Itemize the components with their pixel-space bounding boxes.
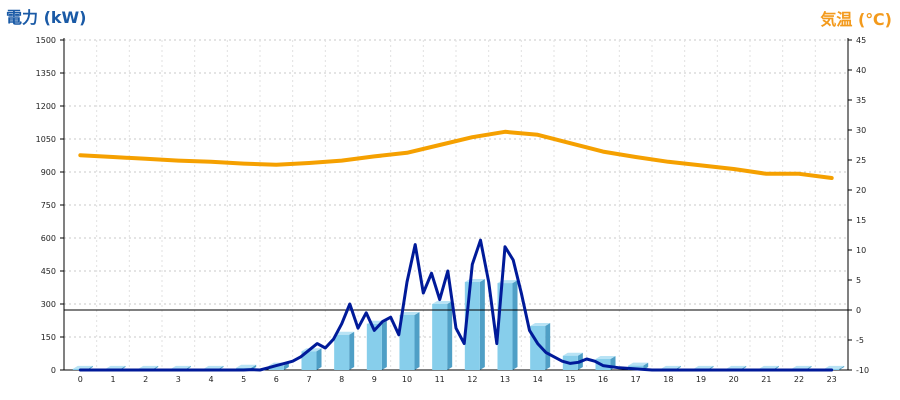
y-left-tick-label: 1500	[36, 36, 56, 45]
temperature-line	[78, 129, 834, 180]
bar-10	[399, 312, 420, 370]
y-right-tick-label: 35	[856, 96, 866, 105]
y-right-tick-label: -10	[856, 366, 869, 375]
x-tick-label: 1	[110, 375, 115, 384]
x-tick-label: 23	[827, 375, 837, 384]
x-tick-label: 11	[435, 375, 445, 384]
y-right-tick-label: 0	[856, 306, 861, 315]
x-tick-label: 19	[696, 375, 706, 384]
y-left-tick-label: 600	[41, 234, 56, 243]
y-right-tick-label: 25	[856, 156, 866, 165]
right-axis-title: 気温 (℃)	[820, 10, 892, 29]
x-tick-label: 20	[729, 375, 739, 384]
x-tick-label: 5	[241, 375, 246, 384]
y-left-tick-label: 0	[51, 366, 56, 375]
y-right-tick-label: 45	[856, 36, 866, 45]
y-left-tick-label: 1350	[36, 69, 56, 78]
x-tick-label: 9	[372, 375, 377, 384]
bar-12	[464, 279, 485, 370]
x-tick-label: 13	[500, 375, 510, 384]
y-right-tick-label: 5	[856, 276, 861, 285]
left-axis-title: 電力 (kW)	[6, 8, 87, 27]
x-tick-label: 21	[761, 375, 771, 384]
x-tick-label: 22	[794, 375, 804, 384]
x-tick-label: 12	[467, 375, 477, 384]
bar-7	[301, 348, 322, 370]
y-right-tick-label: 15	[856, 216, 866, 225]
x-tick-label: 16	[598, 375, 608, 384]
y-left-tick-label: 150	[41, 333, 56, 342]
x-tick-label: 8	[339, 375, 344, 384]
bar-11	[432, 301, 453, 370]
y-right-tick-label: 10	[856, 246, 866, 255]
x-tick-label: 18	[663, 375, 673, 384]
y-left-tick-label: 300	[41, 300, 56, 309]
x-tick-label: 7	[306, 375, 311, 384]
y-right-tick-label: 40	[856, 66, 866, 75]
y-right-tick-label: 20	[856, 186, 866, 195]
power-line	[78, 238, 834, 372]
x-tick-label: 6	[274, 375, 279, 384]
x-tick-label: 15	[565, 375, 575, 384]
y-left-tick-label: 450	[41, 267, 56, 276]
y-left-tick-label: 1200	[36, 102, 56, 111]
x-tick-label: 10	[402, 375, 412, 384]
x-tick-label: 0	[78, 375, 83, 384]
x-tick-label: 14	[533, 375, 543, 384]
y-right-tick-label: -5	[856, 336, 864, 345]
x-tick-label: 3	[176, 375, 181, 384]
y-left-tick-label: 750	[41, 201, 56, 210]
x-tick-label: 4	[208, 375, 213, 384]
y-left-tick-label: 1050	[36, 135, 56, 144]
y-right-tick-label: 30	[856, 126, 866, 135]
x-tick-label: 2	[143, 375, 148, 384]
y-left-tick-label: 900	[41, 168, 56, 177]
bar-8	[334, 331, 355, 370]
x-tick-label: 17	[631, 375, 641, 384]
